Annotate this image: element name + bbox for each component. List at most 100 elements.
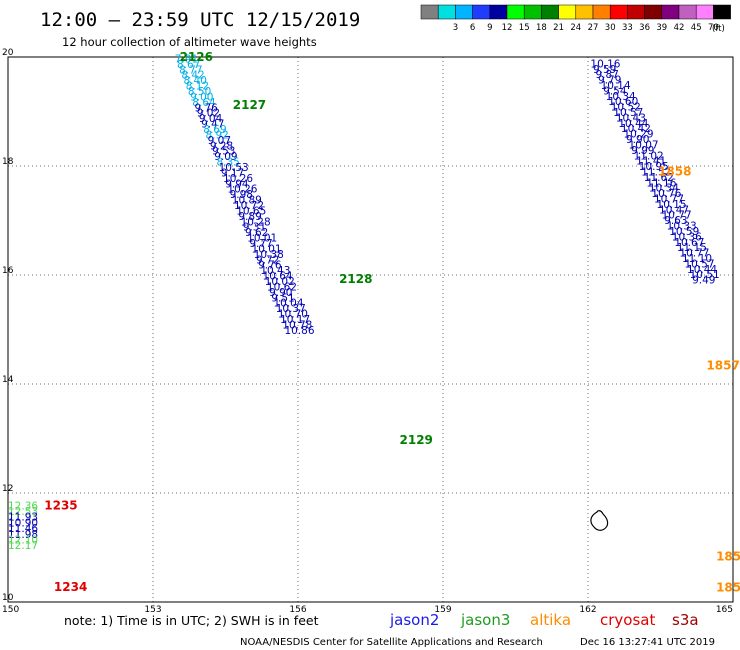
wave-height-value: 8.67 <box>177 59 200 71</box>
longitude-tick-label: 165 <box>716 605 733 615</box>
legend-swatch <box>420 4 439 20</box>
wave-height-value: 9.07 <box>208 135 231 147</box>
legend-tick-label: 24 <box>570 23 581 33</box>
legend-tick-label: 21 <box>553 23 564 33</box>
wave-height-value: 9.00 <box>190 91 213 103</box>
map-title: 12:00 — 23:59 UTC 12/15/2019 <box>40 9 360 31</box>
latitude-tick-label: 14 <box>2 375 14 385</box>
wave-height-value: 11.02 <box>634 150 664 162</box>
wave-height-value: 9.02 <box>197 108 220 120</box>
track-jason2-2126-2129: 7.918.678.778.428.408.128.509.008.649.76… <box>175 53 315 336</box>
legend-swatch <box>472 4 491 20</box>
wave-height-value: 11.93 <box>8 512 38 524</box>
legend-swatch <box>609 4 628 20</box>
wave-height-value: 10.76 <box>651 188 681 200</box>
legend-swatch <box>541 4 559 20</box>
wave-height-value: 8.77 <box>179 64 202 76</box>
longitude-tick-label: 159 <box>434 605 451 615</box>
legend-swatch <box>506 4 525 20</box>
wave-height-value: 10.38 <box>254 249 284 261</box>
wave-height-value: 10.60 <box>608 96 638 108</box>
wave-height-value: 10.28 <box>241 216 271 228</box>
wave-height-value: 10.57 <box>613 107 643 119</box>
wave-height-value: 10.47 <box>659 204 689 216</box>
pass-number-label: 1856 <box>716 550 740 564</box>
legend-swatch <box>437 4 456 20</box>
wave-height-value: 10.95 <box>639 161 669 173</box>
wave-height-value: 10.78 <box>282 319 312 331</box>
legend-tick-label: 27 <box>588 23 599 33</box>
pass-number-label: 1234 <box>54 580 87 594</box>
wave-height-value: 10.43 <box>616 112 646 124</box>
legend-tick-label: 6 <box>470 23 475 33</box>
wave-height-value: 9.53 <box>212 146 235 158</box>
wave-height-value: 10.72 <box>234 200 264 212</box>
legend-swatch <box>713 4 731 20</box>
pass-number-label: 2127 <box>233 98 266 112</box>
wave-height-value: 9.47 <box>201 119 224 131</box>
latitude-tick-label: 12 <box>2 484 13 494</box>
wave-height-value: 9.76 <box>194 102 218 114</box>
latitude-axis: 20 18 16 14 12 10 <box>2 48 14 603</box>
wave-height-value: 10.36 <box>672 231 702 243</box>
wave-height-value: 10.77 <box>654 194 684 206</box>
latitude-tick-label: 18 <box>2 157 14 167</box>
legend-swatch <box>558 4 577 20</box>
wave-height-value: 8.50 <box>188 86 211 98</box>
legend-tick-label: 3 <box>453 23 458 33</box>
longitude-axis: 150 153 156 159 162 165 <box>2 605 733 615</box>
pass-number-label: 2126 <box>180 50 213 64</box>
wave-height-value: 10.44 <box>618 118 648 130</box>
wave-height-value: 11.62 <box>644 172 674 184</box>
legend-swatch <box>695 4 714 20</box>
longitude-tick-label: 162 <box>579 605 596 615</box>
wave-height-value: 11.98 <box>8 529 38 541</box>
satellite-label: cryosat <box>600 611 655 629</box>
wave-height-value: 10.53 <box>219 162 249 174</box>
satellite-label: s3a <box>672 611 699 629</box>
wave-height-value: 8.64 <box>192 97 216 109</box>
satellite-legend: jason2 jason3 altika cryosat s3a <box>389 611 699 629</box>
legend-tick-label: 45 <box>691 23 702 33</box>
wave-height-value: 10.02 <box>265 276 295 288</box>
wave-height-value: 8.92 <box>205 129 228 141</box>
wave-height-value: 9.09 <box>214 151 237 163</box>
wave-height-value: 8.35 <box>216 157 239 169</box>
legend-tick-label: 18 <box>536 23 547 33</box>
wave-height-value: 12.17 <box>8 540 38 552</box>
wave-height-value: 9.79 <box>598 75 621 87</box>
latitude-tick-label: 10 <box>2 593 14 603</box>
pass-number-label: 1235 <box>44 498 77 512</box>
wave-height-value: 9.49 <box>692 275 715 287</box>
wave-height-value: 9.51 <box>271 292 294 304</box>
wave-height-value: 9.76 <box>258 260 282 272</box>
wave-height-value: 10.59 <box>669 226 699 238</box>
wave-height-value: 10.86 <box>284 325 314 337</box>
legend-tick-label: 70 <box>708 23 719 33</box>
wave-height-value: 10.67 <box>674 237 704 249</box>
wave-height-value: 10.33 <box>667 221 697 233</box>
wave-height-value: 11.41 <box>636 156 666 168</box>
wave-height-value: 9.17 <box>221 167 244 179</box>
wave-height-value: 9.89 <box>238 211 261 223</box>
wave-height-value: 10.70 <box>278 309 308 321</box>
wave-height-value: 9.90 <box>626 134 649 146</box>
wave-height-value: 10.77 <box>679 248 709 260</box>
wave-height-value: 9.87 <box>596 69 619 81</box>
wave-height-value: 10.44 <box>687 264 717 276</box>
wave-height-value: 10.42 <box>621 123 651 135</box>
wave-height-value: 11.16 <box>646 177 676 189</box>
wave-height-value: 8.42 <box>181 70 204 82</box>
footer-note: note: 1) Time is in UTC; 2) SWH is in fe… <box>64 613 319 628</box>
wave-height-value: 8.12 <box>186 81 209 93</box>
map-frame <box>7 56 734 603</box>
legend-swatch <box>592 4 611 20</box>
legend-swatch <box>627 4 645 20</box>
legend-swatch <box>678 4 697 20</box>
wave-height-value: 9.28 <box>210 140 233 152</box>
wave-height-value: 11.46 <box>8 523 38 535</box>
legend-unit: (ft) <box>712 24 725 34</box>
satellite-label: jason3 <box>460 611 510 629</box>
